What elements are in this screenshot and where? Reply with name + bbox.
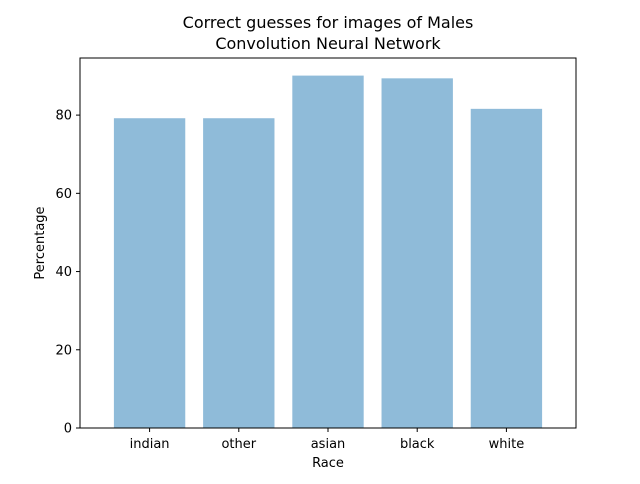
bars-layer bbox=[113, 75, 543, 429]
x-axis-label: Race bbox=[312, 456, 344, 471]
y-tick-label: 0 bbox=[64, 422, 72, 437]
chart-title: Correct guesses for images of Males bbox=[183, 13, 474, 32]
bar-asian bbox=[292, 75, 364, 428]
x-tick-label: white bbox=[489, 437, 525, 452]
x-tick-label: other bbox=[221, 437, 256, 452]
y-tick-label: 60 bbox=[55, 187, 72, 202]
plot-frame bbox=[79, 57, 577, 429]
bar-black bbox=[381, 78, 453, 429]
x-axis-ticks: indian other asian black white bbox=[130, 428, 525, 452]
bar-other bbox=[203, 118, 275, 429]
y-axis-label: Percentage bbox=[33, 206, 48, 279]
bar-indian bbox=[113, 118, 186, 429]
y-tick-label: 40 bbox=[55, 265, 72, 280]
chart-subtitle: Convolution Neural Network bbox=[215, 34, 441, 53]
y-tick-label: 20 bbox=[55, 343, 72, 358]
x-tick-label: asian bbox=[311, 437, 346, 452]
y-axis-ticks: 0 20 40 60 80 bbox=[55, 109, 80, 437]
x-tick-label: indian bbox=[130, 437, 170, 452]
y-tick-label: 80 bbox=[55, 109, 72, 124]
bar-white bbox=[470, 108, 543, 428]
x-tick-label: black bbox=[400, 437, 435, 452]
